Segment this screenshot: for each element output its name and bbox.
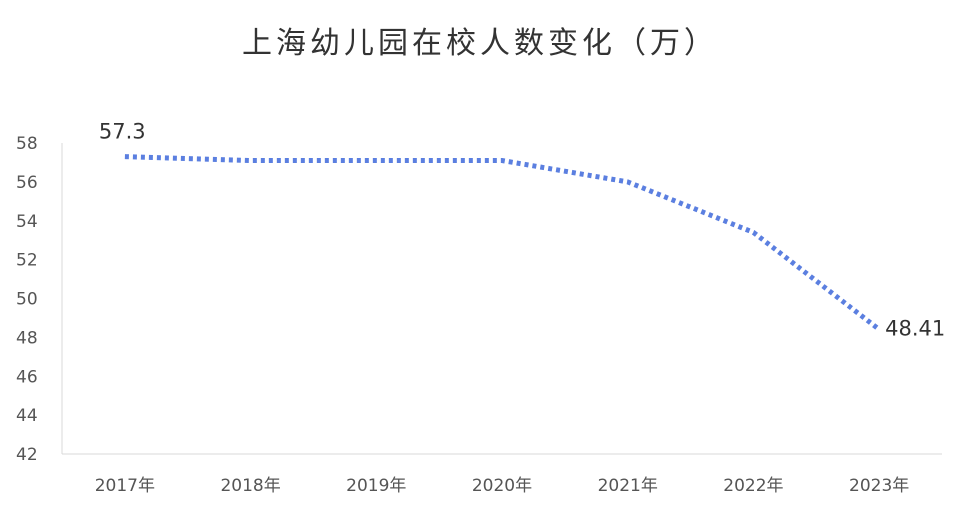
y-tick-label: 52: [16, 251, 38, 271]
x-tick-label: 2023年: [849, 476, 909, 496]
y-tick-label: 42: [16, 445, 38, 465]
y-tick-label: 44: [16, 406, 38, 426]
chart-title: 上海幼儿园在校人数变化（万）: [242, 26, 718, 61]
x-tick-label: 2017年: [95, 476, 155, 496]
x-tick-label: 2022年: [723, 476, 783, 496]
x-tick-label: 2020年: [472, 476, 532, 496]
x-tick-label: 2019年: [346, 476, 406, 496]
y-tick-label: 54: [16, 212, 38, 232]
x-tick-label: 2021年: [598, 476, 658, 496]
data-labels: 57.3 48.41: [99, 120, 945, 341]
x-axis: 2017年 2018年 2019年 2020年 2021年 2022年 2023年: [62, 453, 942, 496]
y-tick-label: 56: [16, 173, 38, 193]
y-tick-label: 50: [16, 290, 38, 310]
series-line-path: [124, 154, 881, 332]
y-tick-label: 48: [16, 328, 38, 348]
y-axis: 42 44 46 48 50 52 54 56 58: [16, 134, 63, 465]
series-line: [124, 154, 881, 332]
y-tick-label: 58: [16, 134, 38, 154]
data-label: 48.41: [885, 316, 945, 340]
x-tick-label: 2018年: [220, 476, 280, 496]
y-tick-label: 46: [16, 367, 38, 387]
data-label: 57.3: [99, 120, 146, 144]
